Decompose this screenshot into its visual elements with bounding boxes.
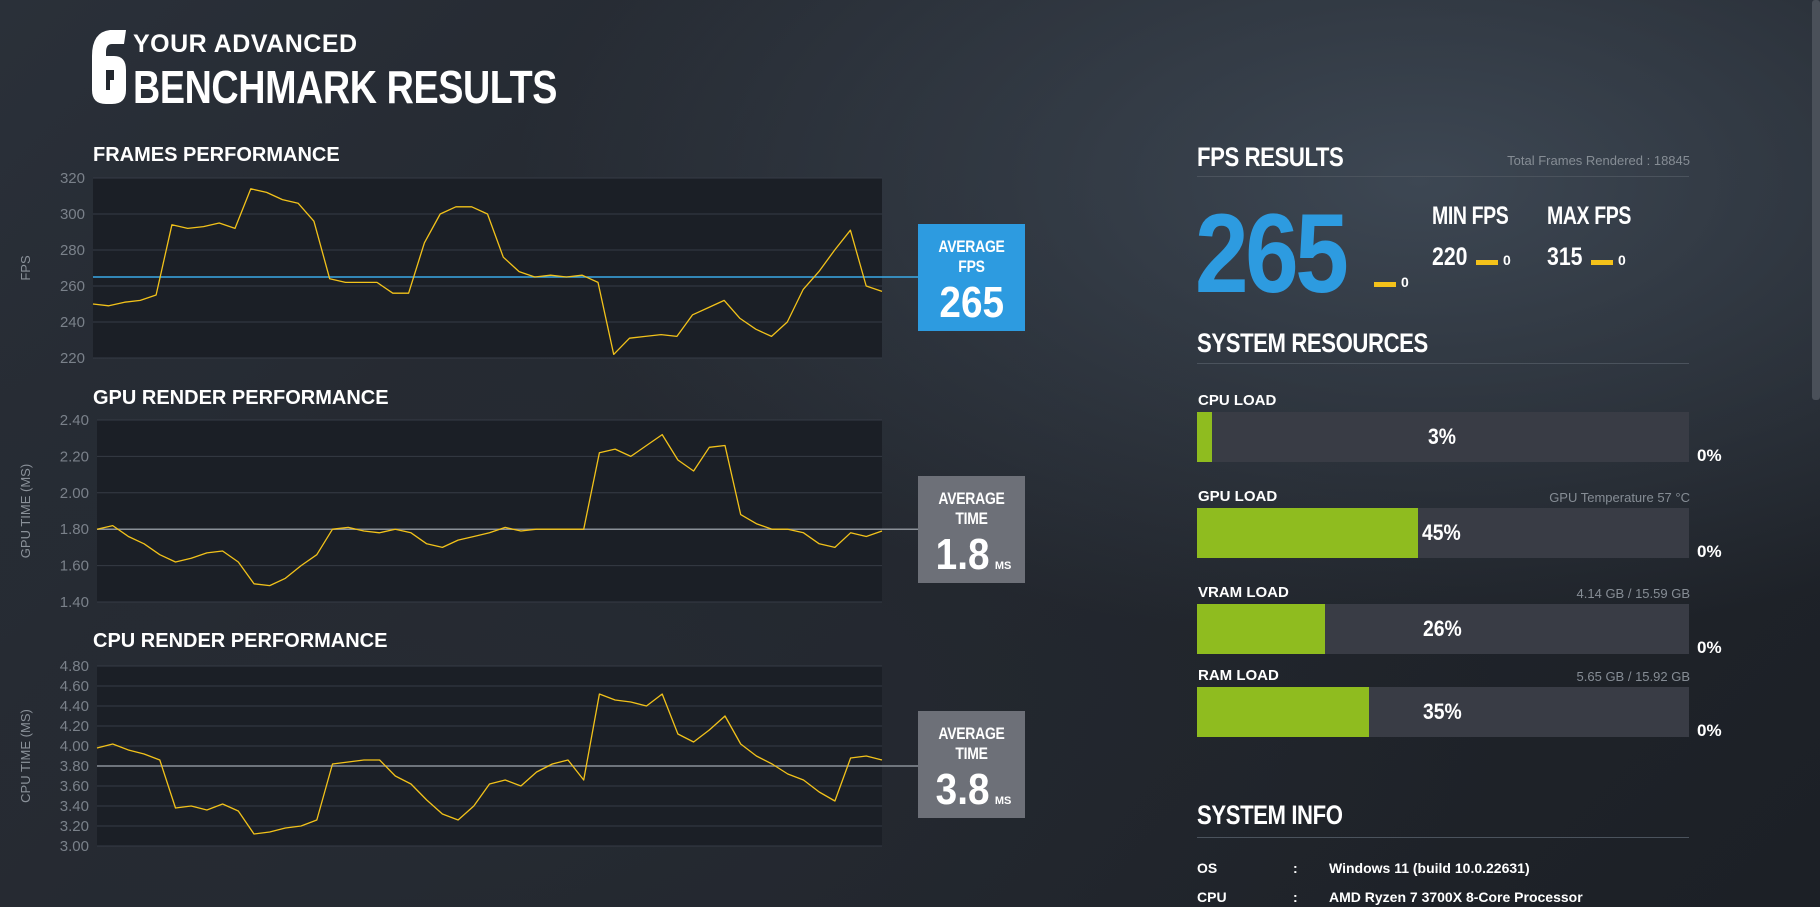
y-tick-label: 2.00 [60, 485, 89, 502]
y-tick-label: 220 [60, 350, 85, 367]
cpu-load-label: CPU LOAD [1198, 392, 1277, 409]
header-subtitle: YOUR ADVANCED [133, 30, 358, 58]
plot-area [97, 420, 882, 602]
system-info-title: SYSTEM INFO [1197, 800, 1343, 830]
cpu-chart-title: CPU RENDER PERFORMANCE [93, 630, 388, 652]
y-tick-label: 4.40 [60, 698, 89, 715]
min-fps-value: 220 [1432, 243, 1468, 271]
gpu-load-label: GPU LOAD [1198, 488, 1278, 505]
y-axis-label: CPU TIME (MS) [18, 709, 33, 803]
vram-load-percent: 26% [1423, 616, 1462, 641]
y-tick-label: 3.60 [60, 778, 89, 795]
vram-load-bar: 26% [1197, 604, 1689, 654]
os-value: Windows 11 (build 10.0.22631) [1329, 860, 1530, 876]
cpu-render-performance-chart: 4.80 4.60 4.40 4.20 4.00 3.80 3.60 3.40 3.20 3.00… [18, 658, 918, 855]
average-cpu-time-unit: MS [994, 795, 1012, 807]
y-tick-label: 280 [60, 242, 85, 259]
system-resources-divider [1197, 363, 1689, 364]
frames-chart-title: FRAMES PERFORMANCE [93, 144, 340, 166]
min-fps-change-indicator [1476, 260, 1498, 265]
ram-load-percent: 35% [1423, 699, 1462, 724]
y-tick-label: 3.20 [60, 818, 89, 835]
min-fps-label: MIN FPS [1432, 202, 1509, 230]
cpu-load-percent: 3% [1428, 424, 1456, 449]
avg-fps-change: 0 [1401, 274, 1409, 290]
min-fps-change: 0 [1503, 252, 1511, 268]
system-resources-title: SYSTEM RESOURCES [1197, 328, 1428, 358]
avg-fps-change-indicator [1374, 282, 1396, 287]
fps-results-divider [1197, 176, 1689, 177]
cpu-load-fill [1197, 412, 1212, 462]
cpu-separator: : [1293, 889, 1298, 905]
y-tick-label: 4.20 [60, 718, 89, 735]
average-fps-large: 265 [1195, 191, 1349, 316]
average-cpu-time-label: AVERAGE TIME [938, 724, 1005, 763]
average-gpu-time-value: 1.8 [935, 530, 990, 579]
average-fps-label: AVERAGE FPS [938, 237, 1005, 276]
average-cpu-time-box: AVERAGE TIME 3.8 MS [918, 711, 1025, 818]
cpu-load-change: 0% [1697, 446, 1722, 465]
y-tick-label: 3.00 [60, 838, 89, 855]
y-axis-label: FPS [18, 255, 33, 281]
gpu-load-change: 0% [1697, 542, 1722, 561]
page-title: BENCHMARK RESULTS [133, 61, 558, 113]
os-key: OS [1197, 860, 1218, 876]
ram-load-fill [1197, 687, 1370, 737]
cpu-key: CPU [1197, 889, 1227, 905]
y-tick-label: 3.80 [60, 758, 89, 775]
average-cpu-time-value: 3.8 [935, 765, 990, 814]
rainbow-six-siege-logo-icon [92, 30, 126, 104]
cpu-load-bar: 3% [1197, 412, 1689, 462]
y-tick-label: 3.40 [60, 798, 89, 815]
max-fps-change: 0 [1618, 252, 1626, 268]
gpu-load-fill [1197, 508, 1419, 558]
system-info-divider [1197, 837, 1689, 838]
series-line [96, 693, 883, 835]
ram-load-change: 0% [1697, 721, 1722, 740]
y-tick-label: 4.00 [60, 738, 89, 755]
y-tick-label: 320 [60, 170, 85, 187]
cpu-model-value: AMD Ryzen 7 3700X 8-Core Processor [1329, 889, 1583, 905]
y-axis-label: GPU TIME (MS) [18, 464, 33, 558]
fps-results-title: FPS RESULTS [1197, 142, 1344, 172]
ram-load-label: RAM LOAD [1198, 667, 1279, 684]
vram-load-change: 0% [1697, 638, 1722, 657]
y-tick-label: 2.20 [60, 448, 89, 465]
max-fps-change-indicator [1591, 260, 1613, 265]
plot-area [97, 666, 882, 846]
series-line [96, 433, 883, 587]
y-tick-label: 2.40 [60, 412, 89, 429]
gpu-load-bar: 45% [1197, 508, 1689, 558]
average-gpu-time-label: AVERAGE TIME [938, 489, 1005, 528]
y-tick-label: 1.40 [60, 594, 89, 611]
ram-usage: 5.65 GB / 15.92 GB [1576, 669, 1690, 684]
average-fps-box: AVERAGE FPS 265 [918, 224, 1025, 331]
y-tick-label: 260 [60, 278, 85, 295]
series-line [92, 188, 883, 356]
average-fps-value: 265 [939, 278, 1004, 327]
total-frames-rendered: Total Frames Rendered : 18845 [1507, 153, 1690, 168]
y-tick-label: 1.80 [60, 521, 89, 538]
max-fps-label: MAX FPS [1547, 202, 1631, 230]
gpu-temperature: GPU Temperature 57 °C [1549, 490, 1690, 505]
page-scrollbar[interactable] [1812, 0, 1820, 400]
frames-performance-chart: 320 300 280 260 240 220 FPS [18, 170, 918, 367]
vram-load-label: VRAM LOAD [1198, 584, 1289, 601]
gpu-render-performance-chart: 2.40 2.20 2.00 1.80 1.60 1.40 GPU TIME (MS) [18, 412, 918, 611]
y-tick-label: 240 [60, 314, 85, 331]
plot-area [93, 178, 882, 358]
os-separator: : [1293, 860, 1298, 876]
vram-usage: 4.14 GB / 15.59 GB [1576, 586, 1690, 601]
max-fps-value: 315 [1547, 243, 1583, 271]
average-gpu-time-unit: MS [994, 560, 1012, 572]
ram-load-bar: 35% [1197, 687, 1689, 737]
vram-load-fill [1197, 604, 1325, 654]
y-tick-label: 300 [60, 206, 85, 223]
gpu-chart-title: GPU RENDER PERFORMANCE [93, 387, 389, 409]
y-tick-label: 4.60 [60, 678, 89, 695]
y-tick-label: 1.60 [60, 558, 89, 575]
average-gpu-time-box: AVERAGE TIME 1.8 MS [918, 476, 1025, 583]
y-tick-label: 4.80 [60, 658, 89, 675]
gpu-load-percent: 45% [1422, 520, 1461, 545]
